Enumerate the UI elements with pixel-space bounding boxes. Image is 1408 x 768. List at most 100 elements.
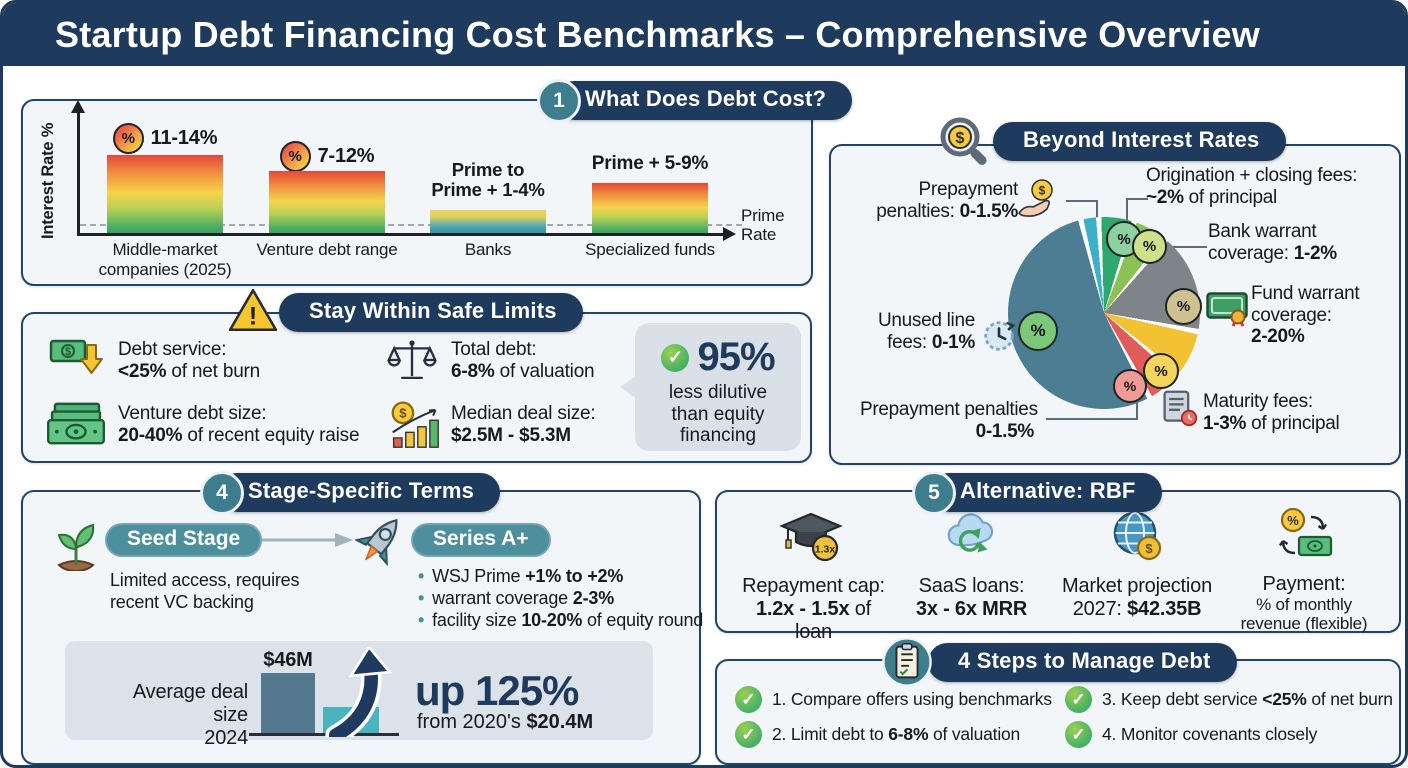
step-item: ✓ 1. Compare offers using benchmarks xyxy=(735,686,1052,713)
section-title: What Does Debt Cost? xyxy=(585,86,827,111)
rocket-icon xyxy=(353,511,407,574)
callout-line1: less dilutive xyxy=(668,382,768,403)
rbf-prefix: 2027: xyxy=(1072,598,1128,620)
limit-label: Total debt: xyxy=(451,339,537,360)
pie-label-maturity: Maturity fees: 1-3% of principal xyxy=(1203,391,1401,434)
bullet-bold: 2-3% xyxy=(572,588,615,608)
rbf-label: Market projection xyxy=(1062,575,1212,597)
section-header-beyond-rates: $ Beyond Interest Rates xyxy=(940,117,1286,165)
step-text: 2. Limit debt to xyxy=(772,724,889,744)
pie-label-prepayment-bottom: Prepayment penalties 0-1.5% xyxy=(860,399,1040,442)
bullet-item: facility size 10-20% of equity round xyxy=(418,609,703,631)
section-header-safe-limits: ! Stay Within Safe Limits xyxy=(228,288,583,332)
connector-line xyxy=(1066,200,1098,221)
fee-suffix: of principal xyxy=(1246,412,1340,434)
deal-sub-value: $20.4M xyxy=(526,711,594,733)
coin-chart-icon: $ xyxy=(389,399,441,454)
step-item: ✓ 2. Limit debt to 6-8% of valuation xyxy=(735,721,1020,748)
rbf-item: Payment: % of monthly revenue (flexible) xyxy=(1229,573,1379,634)
dollar-glyph: $ xyxy=(65,346,71,358)
fee-label: Fund warrant coverage: xyxy=(1251,283,1360,326)
limit-item: Venture debt size: 20-40% of recent equi… xyxy=(118,403,398,447)
clipboard-icon xyxy=(882,637,932,692)
fee-value: 2-20% xyxy=(1251,326,1305,347)
section-number-badge: 1 xyxy=(537,78,581,123)
pie-label-prepayment-top: Prepayment penalties: 0-1.5% xyxy=(876,179,1018,222)
fee-value: 0-1% xyxy=(931,331,975,353)
exclamation-glyph: ! xyxy=(249,303,257,331)
percent-badge-icon: % xyxy=(1132,229,1167,264)
limit-item: Debt service: <25% of net burn xyxy=(118,339,348,383)
clock-icon xyxy=(981,318,1017,359)
rbf-prefix: % of monthly revenue (flexible) xyxy=(1240,595,1368,633)
percent-badge-icon: % xyxy=(1113,369,1147,403)
limit-value: <25% xyxy=(118,361,167,382)
fee-label: Unused line fees: xyxy=(877,310,975,353)
check-circle-icon: ✓ xyxy=(735,721,762,748)
percent-cycle-money-icon: % xyxy=(1271,507,1335,568)
document-clock-icon xyxy=(1161,389,1199,432)
step-text: 4. Monitor covenants closely xyxy=(1102,724,1318,744)
bar-value: Prime + 1-4% xyxy=(431,178,545,200)
prime-rate-line2: Rate xyxy=(741,225,777,244)
rbf-item: Repayment cap: 1.2x - 1.5x of loan xyxy=(741,575,886,644)
rbf-value: $42.35B xyxy=(1127,598,1202,620)
limit-suffix: of net burn xyxy=(166,361,261,382)
money-stack-icon xyxy=(45,401,107,452)
step-suffix: of net burn xyxy=(1306,689,1393,709)
limit-suffix: of valuation xyxy=(494,361,595,382)
pie-label-fund-warrant: Fund warrant coverage: 2-20% xyxy=(1251,283,1401,348)
callout-text: less dilutive than equity financing xyxy=(635,382,801,447)
deal-sub-text: from 2020's xyxy=(417,711,527,733)
rbf-label: SaaS loans: xyxy=(918,575,1025,597)
step-text: 1. Compare offers using benchmarks xyxy=(772,689,1052,709)
limit-value: 20-40% xyxy=(118,425,183,446)
growth-arrow-icon xyxy=(321,644,399,746)
bar-category-label: Middle-market companies (2025) xyxy=(98,240,232,279)
series-a-bullets: WSJ Prime +1% to +2% warrant coverage 2-… xyxy=(418,565,703,631)
section-title: 4 Steps to Manage Debt xyxy=(958,648,1211,673)
bullet-text: warrant coverage xyxy=(432,588,573,608)
deal-growth-sub: from 2020's $20.4M xyxy=(417,711,593,734)
rbf-label: Repayment cap: xyxy=(742,575,885,597)
bullet-bold: +1% to +2% xyxy=(525,566,624,586)
callout-line3: financing xyxy=(679,425,757,446)
globe-coin-icon: $ xyxy=(1108,507,1166,570)
pie-label-unused-line: Unused line fees: 0-1% xyxy=(863,310,975,353)
graduation-cap-coin-icon: 1.3x xyxy=(778,509,844,568)
fee-suffix: of principal xyxy=(1183,186,1278,208)
bar-category-label: Banks xyxy=(464,240,512,259)
y-axis xyxy=(77,111,80,235)
bullet-bold: 10-20% xyxy=(521,610,583,630)
bar-value: Prime + 5-9% xyxy=(591,153,709,174)
warning-triangle-icon: ! xyxy=(227,287,279,338)
pie-label-origination: Origination + closing fees: ~2% of princ… xyxy=(1146,165,1405,208)
fee-label: Maturity fees: xyxy=(1203,391,1313,412)
prime-rate-annotation: Prime Rate xyxy=(741,206,803,244)
section-title: Alternative: RBF xyxy=(960,478,1136,503)
deal-bar-2024 xyxy=(261,673,315,733)
cloud-refresh-icon xyxy=(941,507,999,568)
callout-tail xyxy=(620,375,637,399)
bar-value: Prime to xyxy=(451,159,525,180)
bullet-text: facility size xyxy=(432,610,522,630)
dollar-glyph: $ xyxy=(1039,184,1046,198)
deal-size-line1: Average deal size xyxy=(132,681,248,726)
fee-label: Prepayment penalties: xyxy=(876,179,1018,222)
header-bar: Startup Debt Financing Cost Benchmarks –… xyxy=(3,3,1405,66)
bar-middle-market xyxy=(107,155,223,234)
dollar-glyph: $ xyxy=(399,406,407,421)
limit-value: 6-8% xyxy=(451,361,495,382)
connector-line xyxy=(1126,198,1148,221)
fee-label: Prepayment penalties xyxy=(860,399,1038,420)
limit-item: Total debt: 6-8% of valuation xyxy=(451,339,651,383)
step-item: ✓ 3. Keep debt service <25% of net burn xyxy=(1065,686,1393,713)
series-a-pill: Series A+ xyxy=(411,523,551,557)
bar-banks xyxy=(430,210,546,234)
section-title: Stay Within Safe Limits xyxy=(309,298,557,323)
pie-label-bank-warrant: Bank warrant coverage: 1-2% xyxy=(1208,221,1398,264)
prime-rate-dashed-line xyxy=(80,224,742,226)
prime-rate-line1: Prime xyxy=(741,206,785,225)
bullet-text: WSJ Prime xyxy=(432,566,526,586)
